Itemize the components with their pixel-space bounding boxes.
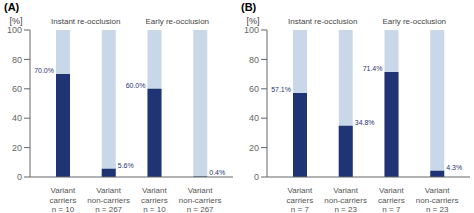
svg-text:Variantnon-carriersn = 267: Variantnon-carriersn = 267 xyxy=(179,186,222,213)
svg-text:57.1%: 57.1% xyxy=(271,86,291,93)
svg-text:100: 100 xyxy=(244,25,259,35)
svg-text:80: 80 xyxy=(12,55,22,65)
svg-text:0: 0 xyxy=(17,172,22,182)
svg-text:[%]: [%] xyxy=(246,16,259,26)
svg-text:100: 100 xyxy=(8,25,22,35)
svg-text:Instant re-occlusion: Instant re-occlusion xyxy=(51,17,120,26)
svg-text:Variantcarriersn = 7: Variantcarriersn = 7 xyxy=(378,186,405,213)
svg-text:80: 80 xyxy=(249,55,259,65)
svg-text:Variantnon-carriersn = 23: Variantnon-carriersn = 23 xyxy=(324,186,367,213)
svg-text:60: 60 xyxy=(12,84,22,94)
svg-text:5.6%: 5.6% xyxy=(118,162,134,169)
html-text:(A): (A) xyxy=(4,1,20,13)
svg-text:[%]: [%] xyxy=(9,16,22,26)
svg-text:Early re-occlusion: Early re-occlusion xyxy=(145,17,209,26)
svg-text:Variantcarriersn = 10: Variantcarriersn = 10 xyxy=(141,186,168,213)
svg-text:70.0%: 70.0% xyxy=(34,67,54,74)
svg-text:Variantcarriersn = 7: Variantcarriersn = 7 xyxy=(287,186,314,213)
svg-text:Variantnon-carriersn = 23: Variantnon-carriersn = 23 xyxy=(416,186,459,213)
svg-text:4.3%: 4.3% xyxy=(446,164,462,171)
svg-text:34.8%: 34.8% xyxy=(355,119,375,126)
svg-text:Instant re-occlusion: Instant re-occlusion xyxy=(288,17,357,26)
svg-text:60: 60 xyxy=(249,84,259,94)
svg-text:71.4%: 71.4% xyxy=(363,65,383,72)
svg-text:Early re-occlusion: Early re-occlusion xyxy=(382,17,446,26)
svg-text:20: 20 xyxy=(12,143,22,153)
svg-text:Variantnon-carriersn = 267: Variantnon-carriersn = 267 xyxy=(87,186,130,213)
svg-text:0.4%: 0.4% xyxy=(209,169,225,176)
svg-text:0: 0 xyxy=(254,172,259,182)
svg-text:40: 40 xyxy=(249,113,259,123)
html-text:(B): (B) xyxy=(241,1,257,13)
svg-text:60.0%: 60.0% xyxy=(126,82,146,89)
svg-text:Variantcarriersn = 10: Variantcarriersn = 10 xyxy=(50,186,77,213)
svg-text:40: 40 xyxy=(12,113,22,123)
svg-text:20: 20 xyxy=(249,143,259,153)
